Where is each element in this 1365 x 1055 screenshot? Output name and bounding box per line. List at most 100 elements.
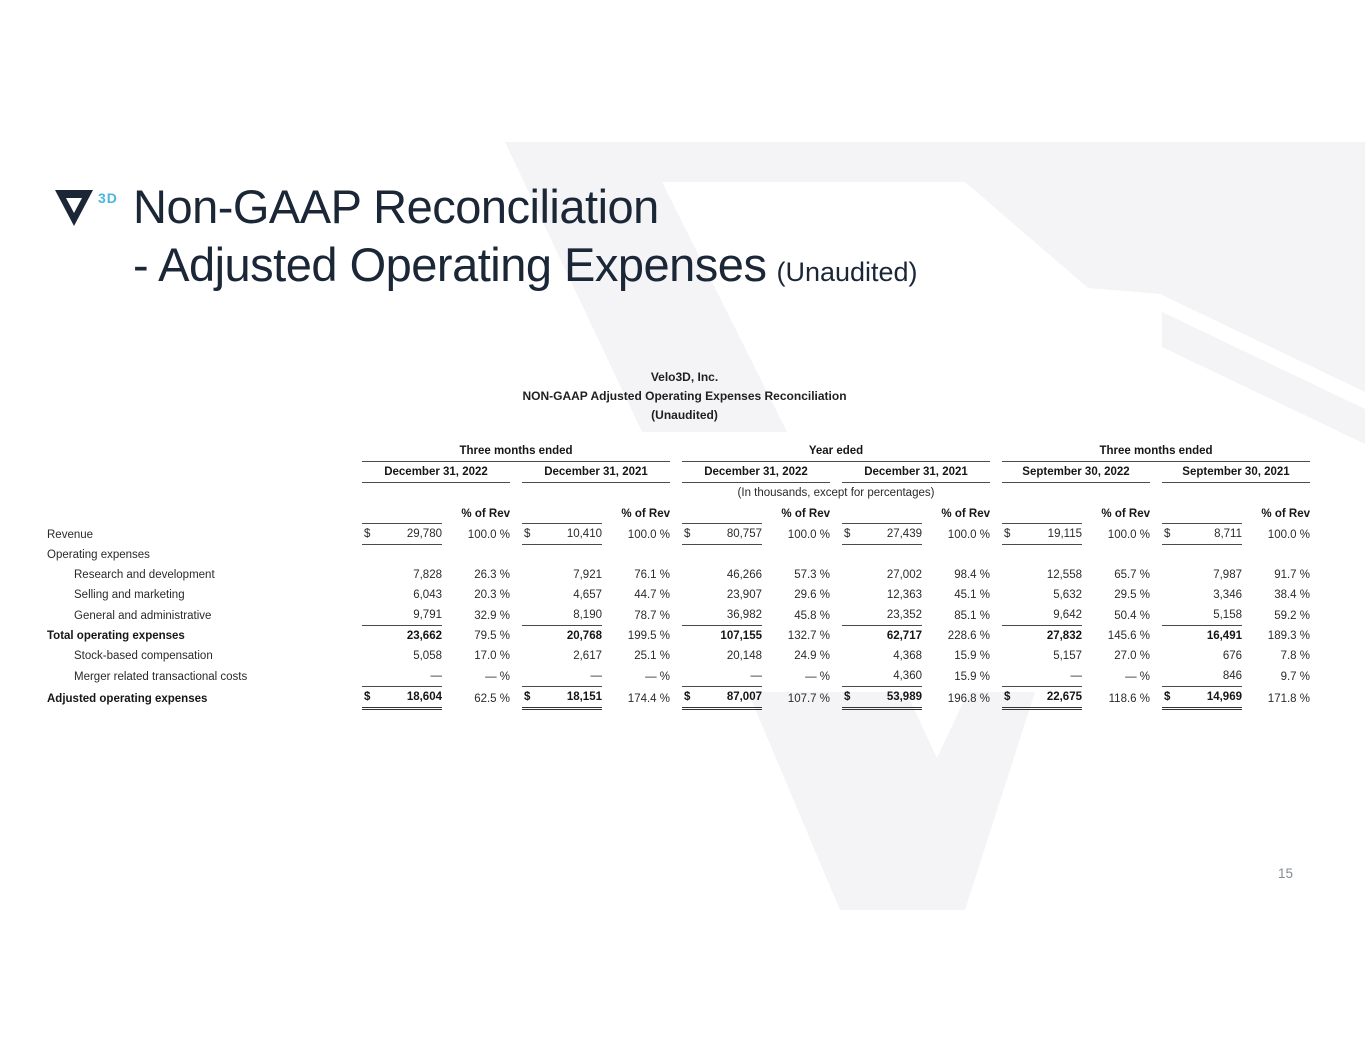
- pct-value: 32.9 %: [474, 609, 510, 622]
- amount-value: 4,360: [858, 666, 922, 687]
- table-cell: [510, 462, 522, 483]
- table-cell: [1310, 646, 1322, 666]
- dollar-sign: [522, 545, 538, 566]
- table-cell: [830, 585, 842, 605]
- pct-of-rev-header: % of Rev: [781, 507, 830, 520]
- table-cell: [362, 483, 682, 504]
- table-cell: [990, 687, 1002, 709]
- amount-value: 12,363: [886, 589, 922, 601]
- pct-value: 100.0 %: [1267, 528, 1310, 541]
- pct-value: 98.4 %: [954, 569, 990, 581]
- table-cell: [990, 545, 1002, 566]
- pct-value: 65.7 %: [1114, 569, 1150, 581]
- table-cell: [510, 545, 522, 566]
- pct-value: 100.0 %: [787, 528, 830, 541]
- group-title: Year eded: [682, 441, 990, 462]
- dollar-sign: [362, 646, 378, 666]
- dollar-sign: [1002, 585, 1018, 605]
- table-cell: [830, 646, 842, 666]
- pct-value: 20.3 %: [474, 589, 510, 601]
- pct-value: 59.2 %: [1274, 609, 1310, 622]
- pct-value: 25.1 %: [634, 650, 670, 662]
- amount-value: 23,352: [858, 605, 922, 626]
- amount-value: 23,662: [406, 630, 442, 642]
- dollar-sign: $: [1002, 523, 1018, 545]
- dollar-sign: [1162, 585, 1178, 605]
- pct-value: — %: [645, 670, 670, 683]
- amount-value: [858, 545, 922, 566]
- table-cell: [47, 503, 362, 524]
- dollar-sign: [842, 646, 858, 666]
- dollar-sign: [362, 585, 378, 605]
- dollar-sign: [522, 565, 538, 585]
- table-cell: [1150, 565, 1162, 585]
- table-cell: [1310, 687, 1322, 709]
- table-cell: [1310, 585, 1322, 605]
- table-cell: [510, 524, 522, 545]
- pct-value: 100.0 %: [467, 528, 510, 541]
- amount-value: 12,558: [1046, 569, 1082, 581]
- dollar-sign: [682, 646, 698, 666]
- period-header: December 31, 2021: [842, 461, 990, 483]
- pct-header-row: % of Rev % of Rev % of Rev % of Rev % of Rev…: [47, 503, 1322, 524]
- table-cell: [990, 605, 1002, 626]
- amount-value: 7,828: [413, 569, 442, 581]
- dollar-sign: [522, 585, 538, 605]
- pct-value: 100.0 %: [947, 528, 990, 541]
- watermark-v-shape: [748, 692, 1035, 910]
- table-cell: [830, 462, 842, 483]
- dollar-sign: [842, 605, 858, 626]
- table-cell: [1150, 646, 1162, 666]
- table-cell: [1150, 462, 1162, 483]
- dollar-sign: [362, 545, 378, 566]
- amount-value: 46,266: [726, 569, 762, 581]
- sheet-title-unaudited: (Unaudited): [651, 408, 718, 422]
- pct-value: 78.7 %: [634, 609, 670, 622]
- dollar-sign: [842, 585, 858, 605]
- table-cell: [510, 565, 522, 585]
- table-cell: [670, 646, 682, 666]
- dollar-sign: [1162, 605, 1178, 626]
- table-cell: [670, 666, 682, 687]
- sheet-titles: Velo3D, Inc. NON-GAAP Adjusted Operating…: [47, 368, 1322, 425]
- period-header: September 30, 2021: [1162, 461, 1310, 483]
- pct-value: 76.1 %: [634, 569, 670, 581]
- row-label: Research and development: [74, 569, 215, 581]
- pct-value: 132.7 %: [787, 630, 830, 642]
- pct-value: 171.8 %: [1267, 692, 1310, 705]
- dollar-sign: [1002, 545, 1018, 566]
- table-cell: [990, 462, 1002, 483]
- pct-value: 62.5 %: [474, 692, 510, 705]
- row-label: General and administrative: [74, 609, 212, 622]
- dollar-sign: [522, 626, 538, 647]
- pct-value: 118.6 %: [1108, 692, 1150, 705]
- table-cell: [1310, 462, 1322, 483]
- row-label: Total operating expenses: [47, 630, 185, 642]
- table-cell: [670, 687, 682, 709]
- pct-value: 85.1 %: [954, 609, 990, 622]
- dollar-sign: [1162, 565, 1178, 585]
- amount-value: 53,989: [858, 686, 922, 710]
- amount-value: 7,987: [1213, 569, 1242, 581]
- dollar-sign: [362, 626, 378, 647]
- table-cell: [47, 441, 362, 462]
- pct-of-rev-header: % of Rev: [941, 507, 990, 520]
- velo3d-nabla-icon: [55, 190, 93, 226]
- dollar-sign: [1162, 545, 1178, 566]
- dollar-sign: [522, 666, 538, 687]
- amount-value: 6,043: [413, 589, 442, 601]
- pct-value: 228.6 %: [947, 630, 990, 642]
- period-header: December 31, 2022: [362, 461, 510, 483]
- group-title: Three months ended: [362, 441, 670, 462]
- table-cell: [510, 503, 522, 524]
- pct-value: 45.1 %: [954, 589, 990, 601]
- table-cell: [830, 687, 842, 709]
- dollar-sign: [682, 545, 698, 566]
- dollar-sign: [1002, 605, 1018, 626]
- pct-value: 7.8 %: [1280, 650, 1310, 662]
- dollar-sign: $: [682, 523, 698, 545]
- pct-value: 26.3 %: [474, 569, 510, 581]
- amount-value: [1178, 545, 1242, 566]
- table-cell: [510, 605, 522, 626]
